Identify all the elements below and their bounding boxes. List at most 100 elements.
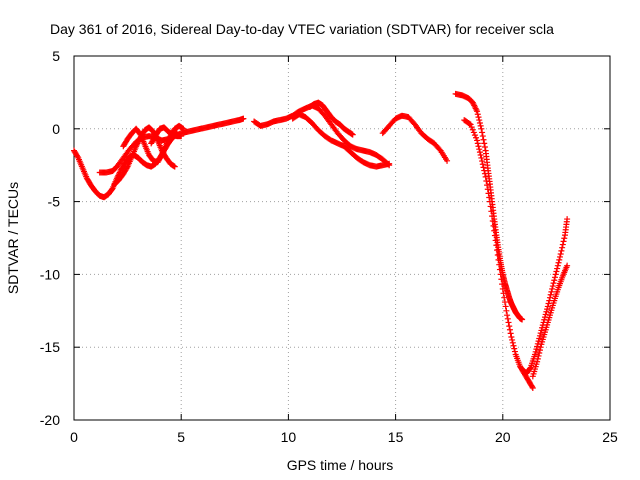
data-point [506,323,513,330]
data-point [474,140,481,147]
data-point [494,251,501,258]
data-point [504,312,511,319]
data-point [551,274,558,281]
data-point [469,126,476,133]
data-point [554,265,561,272]
data-point [476,149,483,156]
data-point [536,335,543,342]
data-point [547,291,554,298]
data-point [526,365,533,372]
data-point [485,190,492,197]
data-point [494,247,501,254]
x-tick-label: 10 [281,429,297,445]
data-point [536,332,543,339]
data-point [543,308,550,315]
x-tick-label: 0 [70,429,78,445]
data-point [546,294,553,301]
data-point [479,129,486,136]
plot-frame [73,55,611,421]
data-point [502,303,509,310]
data-point [533,346,540,353]
data-point [481,167,488,174]
data-point [488,208,495,215]
data-point [478,154,485,161]
data-point [471,132,478,139]
data-point [552,271,559,278]
data-point [493,242,500,249]
series-arc-7 [289,111,393,170]
data-point [491,232,498,239]
data-point [510,342,517,349]
data-point [556,253,563,260]
y-axis-label: SDTVAR / TECUs [5,182,21,294]
data-point [504,315,511,322]
series-arc-3 [111,124,178,188]
data-point [484,182,491,189]
data-point [534,343,541,350]
x-tick-label: 15 [388,429,404,445]
data-point [559,241,566,248]
data-point [549,283,556,290]
data-point [474,137,481,144]
data-point [490,222,497,229]
data-point [544,303,551,310]
data-point [499,281,506,288]
data-point [555,259,562,266]
series-arc-12 [519,216,571,377]
data-point [474,111,481,118]
data-point [531,351,538,358]
data-point [535,338,542,345]
data-point [508,334,515,341]
data-point [483,177,490,184]
data-point [178,133,185,140]
data-point [537,344,544,351]
data-point [542,311,549,318]
data-point [496,266,503,273]
x-axis-label: GPS time / hours [287,457,394,473]
data-point [534,358,541,365]
data-point [477,152,484,159]
data-point [529,384,536,391]
series-arc-10 [452,90,526,323]
data-point [479,133,486,140]
axes [73,55,611,421]
data-point [477,122,484,129]
data-points [71,90,571,391]
data-point [386,160,393,167]
data-point [505,319,512,326]
data-point [486,194,493,201]
data-point [482,173,489,180]
data-point [479,158,486,165]
data-point [476,117,483,124]
data-point [556,256,563,263]
x-tick-label: 25 [602,429,618,445]
y-tick-label: 5 [52,48,60,64]
data-point [564,216,571,223]
x-tick-label: 5 [177,429,185,445]
data-point [535,352,542,359]
data-point [495,256,502,263]
data-point [473,134,479,141]
data-point [560,238,567,245]
data-point [558,247,565,254]
data-point [549,285,556,292]
data-point [509,339,516,346]
data-point [486,198,493,205]
data-point [550,280,557,287]
data-point [489,218,496,225]
data-point [544,306,551,313]
data-point [487,203,494,210]
data-point [481,140,488,147]
data-point [519,316,526,323]
data-point [498,276,505,283]
data-point [444,157,451,164]
y-tick-label: 0 [52,121,60,137]
series-arc-11 [461,117,536,391]
data-point [557,251,564,258]
data-point [481,170,488,177]
data-point [551,277,558,284]
data-point [470,129,477,136]
data-point [349,131,356,138]
